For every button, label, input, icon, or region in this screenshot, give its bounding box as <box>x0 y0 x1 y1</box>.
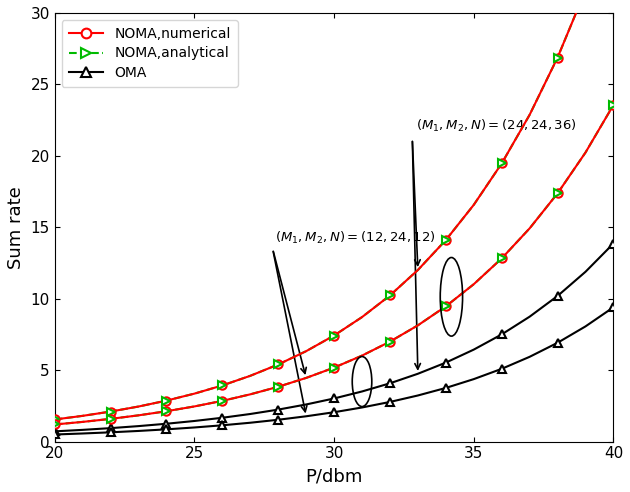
Text: $(M_1, M_2, N) = (12, 24, 12)$: $(M_1, M_2, N) = (12, 24, 12)$ <box>275 230 436 246</box>
Text: $(M_1, M_2, N) = (24, 24, 36)$: $(M_1, M_2, N) = (24, 24, 36)$ <box>416 118 577 134</box>
Y-axis label: Sum rate: Sum rate <box>7 186 25 269</box>
X-axis label: P/dbm: P/dbm <box>306 467 363 485</box>
Legend: NOMA,numerical, NOMA,analytical, OMA: NOMA,numerical, NOMA,analytical, OMA <box>62 20 238 87</box>
